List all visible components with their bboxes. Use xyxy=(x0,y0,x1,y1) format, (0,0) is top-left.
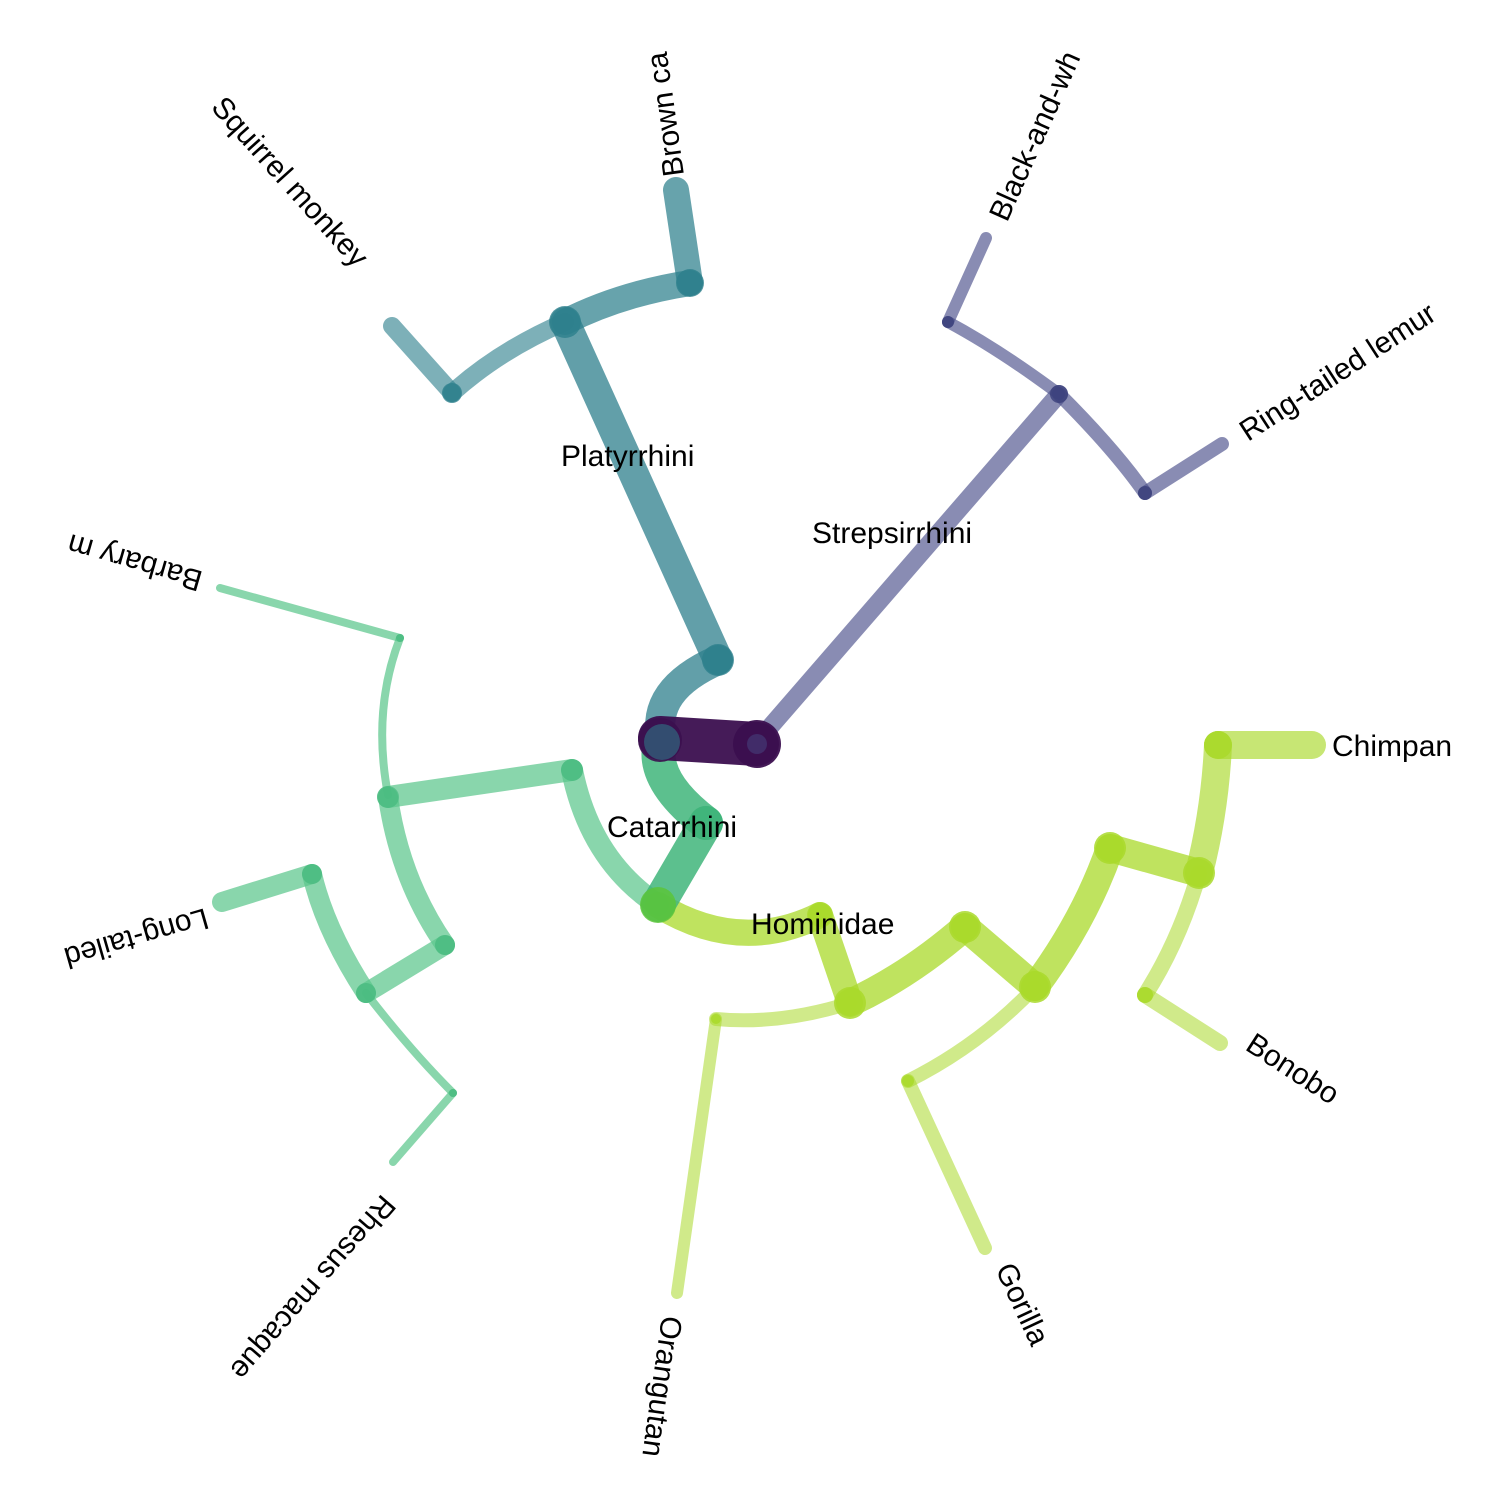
tip-brown-capuchin: Brown ca xyxy=(641,50,691,179)
tip-chimpanzee: Chimpan xyxy=(1332,730,1452,763)
tip-rhesus-macaque: Rhesus macaque xyxy=(224,1188,402,1386)
strepsirrhini-branches xyxy=(748,232,1229,751)
branch-gorilla-arc xyxy=(901,980,1042,1088)
branch-lemur-arc-lower xyxy=(1052,387,1152,500)
branch-old-world-stem xyxy=(377,759,583,808)
node-black-and-white-bend xyxy=(942,316,954,328)
branch-catarrhini-to-owm xyxy=(561,759,669,916)
node-root-right xyxy=(733,720,781,768)
node-long-tailed-bend xyxy=(302,864,322,884)
hominidae-nodes xyxy=(711,731,1232,1087)
platyrrhini-nodes xyxy=(442,269,734,676)
tip-bonobo: Bonobo xyxy=(1240,1027,1345,1111)
tip-black-and-white: Black-and-wh xyxy=(983,46,1087,225)
branch-gorilla-tip xyxy=(901,1074,992,1255)
node-strepsirrhini xyxy=(1050,385,1068,403)
branch-orangutan-arc xyxy=(709,996,857,1028)
tip-long-tailed: Long-tailed xyxy=(60,901,212,974)
branch-rhesus-tip xyxy=(389,1089,457,1166)
branch-capuchin-arc xyxy=(552,270,703,335)
node-rhesus xyxy=(449,1089,457,1097)
node-gorilla-bend xyxy=(902,1075,914,1087)
cercopithecidae-nodes xyxy=(302,634,583,1097)
branch-black-and-white-tip xyxy=(942,232,992,328)
branch-long-tailed-arc xyxy=(302,864,376,1003)
branch-pan-arc xyxy=(1185,731,1232,887)
node-chimp-bend xyxy=(1204,731,1232,759)
branch-hominini-arc xyxy=(1021,834,1124,1001)
tip-squirrel-monkey: Squirrel monkey xyxy=(205,91,375,274)
node-root-center xyxy=(747,734,767,754)
node-long-tailed xyxy=(356,983,376,1003)
node-catarrhini xyxy=(640,887,676,923)
node-catarrhini-bend xyxy=(689,806,723,840)
branch-barbary-tip xyxy=(216,584,404,642)
node-pan-split xyxy=(1094,832,1126,864)
branch-rhesus-arc xyxy=(362,989,457,1097)
tip-ring-tailed-lemur: Ring-tailed lemur xyxy=(1234,297,1442,448)
branch-platyrrhini-stem xyxy=(550,307,733,675)
node-homininae xyxy=(834,987,866,1019)
branch-bonobo-tip xyxy=(1137,987,1228,1051)
tip-orangutan: Orangutan xyxy=(635,1314,687,1459)
tip-barbary: Barbary m xyxy=(64,527,206,597)
node-hominidae xyxy=(808,903,832,927)
node-root-overlap xyxy=(644,724,680,760)
node-gorilla-split xyxy=(1019,971,1051,1003)
branch-hominidae-arc xyxy=(645,892,833,946)
label-catarrhini: Catarrhini xyxy=(607,811,737,844)
branch-squirrel-arc xyxy=(443,313,574,402)
branch-orangutan-tip xyxy=(671,1013,722,1299)
node-barbary xyxy=(396,634,404,642)
node-old-world xyxy=(377,786,399,808)
label-platyrrhini: Platyrrhini xyxy=(561,440,694,473)
strepsirrhini-nodes xyxy=(942,316,1152,500)
node-bonobo-bend xyxy=(1137,987,1153,1003)
node-owm-stem xyxy=(561,759,583,781)
branch-ring-tailed-tip xyxy=(1138,437,1229,500)
branch-bonobo-arc xyxy=(1137,865,1207,1003)
node-hominini xyxy=(949,911,981,943)
node-platyrrhini-bend xyxy=(702,644,734,676)
hominidae-branches xyxy=(645,731,1326,1299)
node-macaque xyxy=(435,935,455,955)
node-capuchin-bend xyxy=(676,269,704,297)
branch-barbary-arc xyxy=(378,634,404,799)
node-platyrrhini xyxy=(549,306,581,338)
tip-gorilla: Gorilla xyxy=(989,1258,1056,1351)
branch-old-world-arc xyxy=(378,787,455,955)
branch-macaque-stem xyxy=(356,935,455,1003)
label-hominidae: Hominidae xyxy=(751,908,894,941)
branch-lemur-arc-upper xyxy=(942,316,1065,400)
cercopithecidae-branches xyxy=(212,584,669,1166)
branch-strepsirrhini-stem xyxy=(748,385,1068,751)
branch-long-tailed-tip xyxy=(212,864,322,912)
node-squirrel-bend xyxy=(442,383,462,403)
branch-capuchin-tip xyxy=(663,177,703,296)
node-pan xyxy=(1183,857,1215,889)
node-orangutan-bend xyxy=(711,1014,721,1024)
label-strepsirrhini: Strepsirrhini xyxy=(812,517,972,550)
branch-squirrel-tip xyxy=(383,317,461,402)
node-ring-tailed-bend xyxy=(1138,486,1152,500)
